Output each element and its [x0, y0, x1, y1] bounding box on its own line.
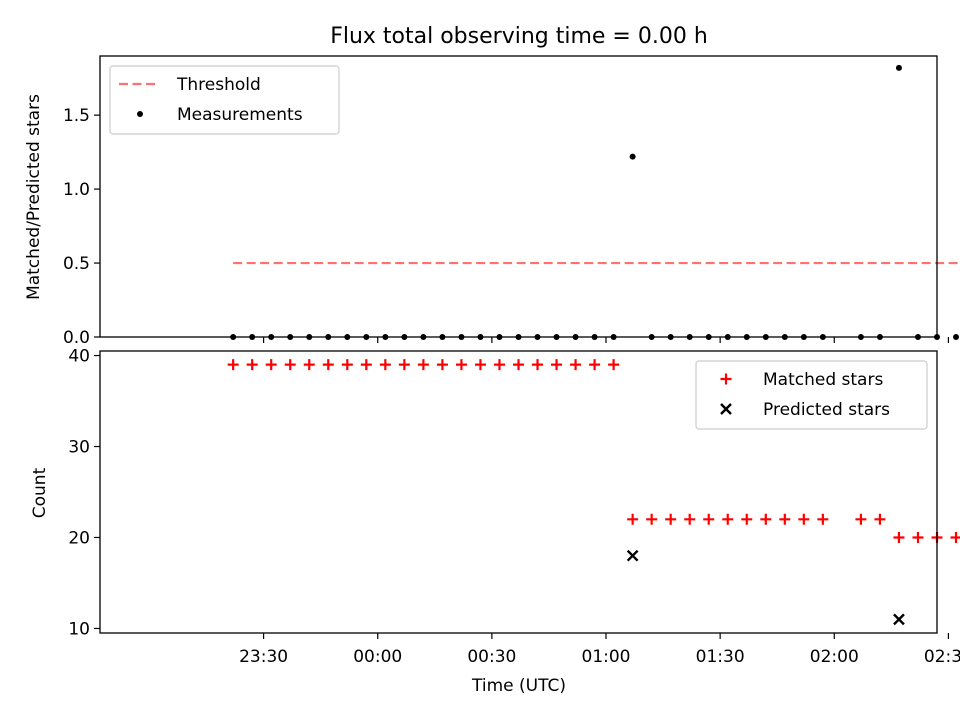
data-point: [398, 359, 410, 371]
top-y-axis-label: Matched/Predicted stars: [24, 94, 44, 300]
data-point: [589, 359, 601, 371]
data-point: [703, 513, 715, 525]
x-tick-label: 00:00: [353, 647, 402, 667]
data-point: [532, 359, 544, 371]
chart-title: Flux total observing time = 0.00 h: [330, 24, 708, 49]
x-tick-label: 01:00: [582, 647, 631, 667]
series-matched-stars: [227, 359, 960, 543]
legend-predicted-swatch: [720, 403, 732, 415]
x-axis-label: Time (UTC): [471, 676, 566, 696]
data-point: [855, 513, 867, 525]
series-predicted-stars: [626, 549, 905, 626]
y-tick-label: 10: [68, 619, 90, 639]
data-point: [912, 531, 924, 543]
data-point: [817, 513, 829, 525]
x-tick-label: 01:30: [696, 647, 745, 667]
data-point: [950, 531, 960, 543]
x-tick-label: 02:30: [924, 647, 960, 667]
data-point: [417, 359, 429, 371]
legend-measurements-swatch: [137, 111, 143, 117]
data-point: [246, 359, 258, 371]
data-point: [360, 359, 372, 371]
axes-frame: [99, 350, 938, 634]
y-tick-label: 0.5: [63, 254, 90, 274]
x-tick-label: 23:30: [239, 647, 288, 667]
data-point: [341, 359, 353, 371]
data-point: [493, 359, 505, 371]
data-point: [684, 513, 696, 525]
y-tick-label: 1.0: [63, 180, 90, 200]
x-tick-label: 00:30: [467, 647, 516, 667]
legend: Matched stars Predicted stars: [695, 360, 928, 430]
data-point: [608, 359, 620, 371]
data-point: [627, 513, 639, 525]
y-tick-label: 1.5: [63, 106, 90, 126]
data-point: [722, 513, 734, 525]
legend-label: Measurements: [177, 105, 303, 125]
data-point: [741, 513, 753, 525]
data-point: [455, 359, 467, 371]
legend-label: Predicted stars: [763, 400, 890, 420]
data-point: [436, 359, 448, 371]
bottom-plot: 10 20 30 40 23:30 00:00 00:30 01:00 01:30 02:00 02…: [68, 347, 960, 667]
data-point: [570, 359, 582, 371]
data-point: [322, 359, 334, 371]
axes-frame: [99, 55, 938, 338]
data-point: [895, 64, 902, 71]
data-point: [893, 613, 905, 626]
legend-label: Threshold: [176, 75, 261, 95]
data-point: [474, 359, 486, 371]
data-point: [893, 531, 905, 543]
y-tick-label: 40: [68, 347, 90, 367]
data-point: [227, 359, 239, 371]
top-plot: 0.0 0.5 1.0 1.5 Threshold Measurements: [63, 55, 960, 348]
series-measurements: [230, 64, 960, 340]
y-tick-label: 30: [68, 438, 90, 458]
data-point: [284, 359, 296, 371]
legend-box: [109, 65, 340, 135]
data-point: [665, 513, 677, 525]
data-point: [629, 153, 636, 160]
x-tick-label: 02:00: [810, 647, 859, 667]
legend-box: [695, 360, 928, 430]
legend-matched-swatch: [720, 373, 732, 385]
data-point: [265, 359, 277, 371]
data-point: [646, 513, 658, 525]
y-tick-label: 0.0: [63, 328, 90, 348]
data-point: [626, 549, 639, 562]
data-point: [779, 513, 791, 525]
legend-label: Matched stars: [763, 370, 883, 390]
y-tick-label: 20: [68, 528, 90, 548]
data-point: [551, 359, 563, 371]
data-point: [513, 359, 524, 371]
data-point: [379, 359, 391, 371]
legend: Threshold Measurements: [109, 65, 340, 135]
data-point: [874, 513, 886, 525]
data-point: [798, 513, 810, 525]
data-point: [760, 513, 772, 525]
data-point: [303, 359, 315, 371]
data-point: [953, 334, 960, 340]
bottom-y-axis-label: Count: [30, 467, 50, 518]
